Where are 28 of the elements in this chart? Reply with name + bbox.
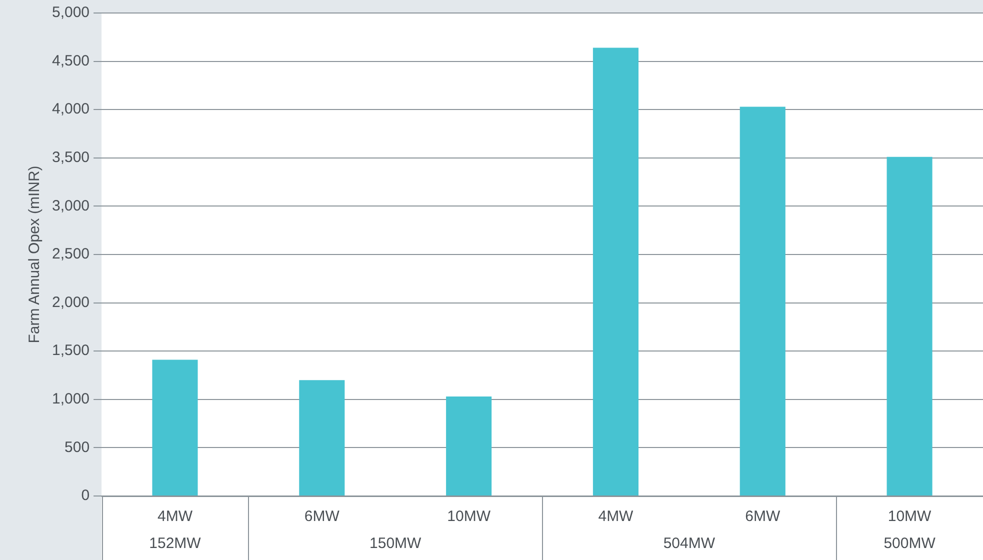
y-tick-label: 4,000: [52, 100, 90, 118]
text: 152MW: [149, 535, 202, 552]
bar: [299, 380, 345, 496]
bar: [740, 106, 786, 496]
y-tick-label: 2,500: [52, 246, 90, 263]
text: 150MW: [370, 535, 422, 552]
y-tick-label: 3,500: [52, 149, 90, 166]
y-tick-label: 4,500: [52, 52, 90, 70]
x-tick-label: 6MW: [745, 508, 781, 526]
x-tick-label: 4MW: [157, 508, 194, 526]
bar: [152, 360, 198, 496]
x-tick-label: 6MW: [304, 508, 340, 526]
text: 504MW: [663, 535, 716, 552]
x-tick-label: 10MW: [447, 508, 492, 526]
y-axis-title: Farm Annual Opex (mINR): [26, 166, 44, 344]
y-tick-label: 3,000: [52, 197, 90, 214]
bar: [446, 396, 492, 496]
y-tick-label: 0: [81, 487, 90, 504]
x-tick-label: 4MW: [598, 508, 634, 526]
bar: [592, 48, 638, 496]
y-tick-label: 500: [64, 438, 90, 456]
x-tick-label: 10MW: [888, 508, 932, 526]
text: 500MW: [884, 535, 936, 552]
y-tick-label: 5,000: [52, 4, 90, 22]
y-tick-label: 1,500: [52, 342, 90, 360]
y-tick-label: 1,000: [52, 390, 90, 408]
y-tick-label: 2,000: [52, 294, 90, 311]
bar: [886, 156, 932, 496]
